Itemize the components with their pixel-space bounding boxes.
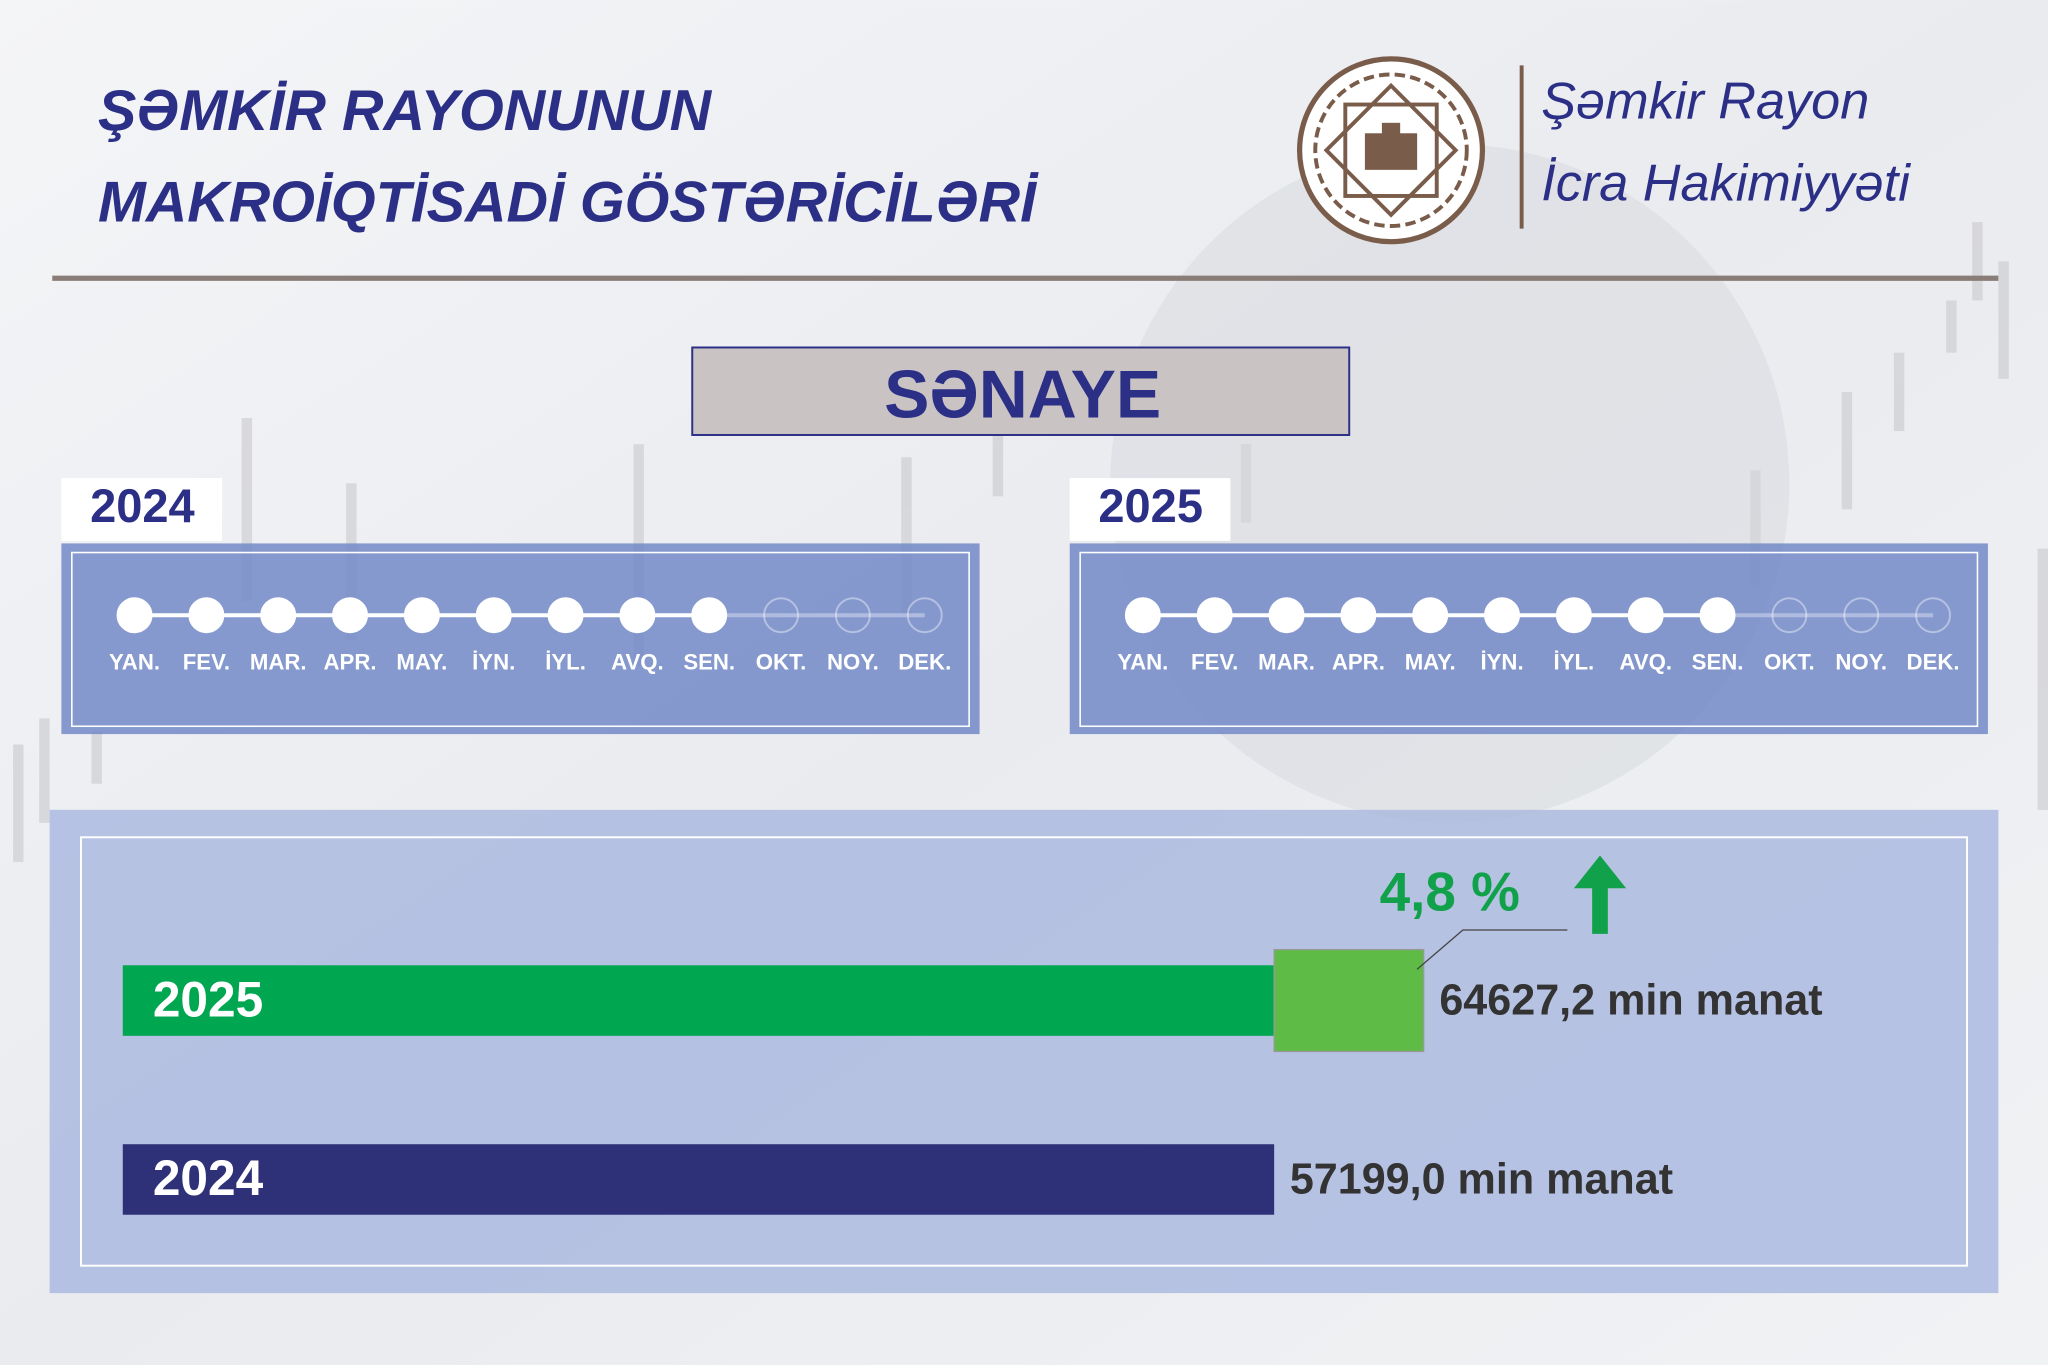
bar bbox=[122, 1144, 1275, 1215]
timeline-dot bbox=[475, 597, 512, 634]
section-box bbox=[691, 346, 1351, 436]
timeline-dot bbox=[1915, 597, 1952, 634]
timeline-panel bbox=[61, 543, 980, 735]
logo bbox=[1296, 56, 1486, 245]
month-label: NOY. bbox=[1835, 649, 1887, 674]
timeline-dot bbox=[691, 597, 728, 634]
chart-panel bbox=[49, 809, 1999, 1294]
org-line: İcra Hakimiyyəti bbox=[1541, 155, 1911, 213]
timeline-dot bbox=[1124, 597, 1161, 634]
org-line: Şəmkir Rayon bbox=[1541, 72, 1869, 130]
annotation-leader bbox=[1416, 929, 1568, 970]
org-name: Şəmkir Rayon İcra Hakimiyyəti bbox=[1541, 72, 1911, 212]
year-tab bbox=[61, 478, 223, 541]
timeline-dot bbox=[188, 597, 225, 634]
title-line: ŞƏMKİR RAYONUNUN bbox=[98, 79, 713, 143]
section-title: SƏNAYE bbox=[884, 358, 1161, 433]
timeline-dot bbox=[834, 597, 871, 634]
month-label: FEV. bbox=[183, 649, 230, 674]
timeline-dot bbox=[1268, 597, 1305, 634]
month-label: AVQ. bbox=[1619, 649, 1672, 674]
month-label: OKT. bbox=[1764, 649, 1815, 674]
month-label: MAR. bbox=[1258, 649, 1315, 674]
title: ŞƏMKİR RAYONUNUN MAKROİQTİSADİ GÖSTƏRİCİ… bbox=[98, 79, 1039, 234]
year-label: 2025 bbox=[1098, 479, 1203, 532]
timeline-dot bbox=[260, 597, 297, 634]
timeline-dot bbox=[1627, 597, 1664, 634]
up-arrow bbox=[1573, 855, 1627, 934]
month-label: DEK. bbox=[898, 649, 951, 674]
timeline-dot bbox=[547, 597, 584, 634]
month-label: OKT. bbox=[756, 649, 807, 674]
timeline-dot bbox=[1196, 597, 1233, 634]
timeline-dot bbox=[1412, 597, 1449, 634]
month-label: MAY. bbox=[1405, 649, 1456, 674]
timeline-dot bbox=[763, 597, 800, 634]
timeline-frame bbox=[71, 551, 970, 728]
timeline-dot bbox=[906, 597, 943, 634]
month-label: NOY. bbox=[827, 649, 879, 674]
month-label: MAY. bbox=[396, 649, 447, 674]
timeline-dot bbox=[1771, 597, 1808, 634]
bar bbox=[122, 965, 1275, 1036]
month-label: FEV. bbox=[1191, 649, 1238, 674]
dynamic: 2024 YAN. FEV. MAR. APR. MAY. İYN. İYL. AVQ. SEN.… bbox=[61, 478, 1988, 1215]
month-label: DEK. bbox=[1907, 649, 1960, 674]
chart-panel-frame bbox=[80, 836, 1968, 1267]
timeline-dot bbox=[619, 597, 656, 634]
bar-category: 2024 bbox=[153, 1150, 264, 1206]
bar-category: 2025 bbox=[153, 971, 263, 1027]
timeline-panel bbox=[1069, 543, 1988, 735]
timeline-dot bbox=[1484, 597, 1520, 634]
month-label: MAR. bbox=[250, 649, 307, 674]
month-label: İYL. bbox=[545, 649, 586, 674]
change-annotation: 4,8 % bbox=[1380, 861, 1520, 923]
year-tab bbox=[1069, 478, 1231, 541]
timeline-frame bbox=[1079, 551, 1979, 728]
month-label: APR. bbox=[324, 649, 377, 674]
timeline-dot bbox=[1555, 597, 1592, 634]
value-label: 64627,2 min manat bbox=[1439, 977, 1822, 1025]
month-label: YAN. bbox=[109, 649, 160, 674]
year-label: 2024 bbox=[90, 479, 195, 532]
month-label: İYN. bbox=[1480, 649, 1523, 674]
timeline-dot bbox=[1699, 597, 1736, 634]
month-label: AVQ. bbox=[611, 649, 664, 674]
month-label: APR. bbox=[1332, 649, 1385, 674]
bar-increase bbox=[1273, 948, 1425, 1053]
timeline-dot bbox=[116, 597, 153, 634]
month-label: İYL. bbox=[1554, 649, 1595, 674]
value-label: 57199,0 min manat bbox=[1290, 1155, 1673, 1203]
month-label: İYN. bbox=[472, 649, 515, 674]
timeline-dot bbox=[403, 597, 440, 634]
timeline-dot bbox=[332, 597, 368, 634]
month-label: YAN. bbox=[1117, 649, 1168, 674]
month-label: SEN. bbox=[1692, 649, 1744, 674]
timeline-dot bbox=[1340, 597, 1377, 634]
title-line: MAKROİQTİSADİ GÖSTƏRİCİLƏRİ bbox=[98, 171, 1039, 235]
timeline-dot bbox=[1843, 597, 1880, 634]
month-label: SEN. bbox=[683, 649, 735, 674]
